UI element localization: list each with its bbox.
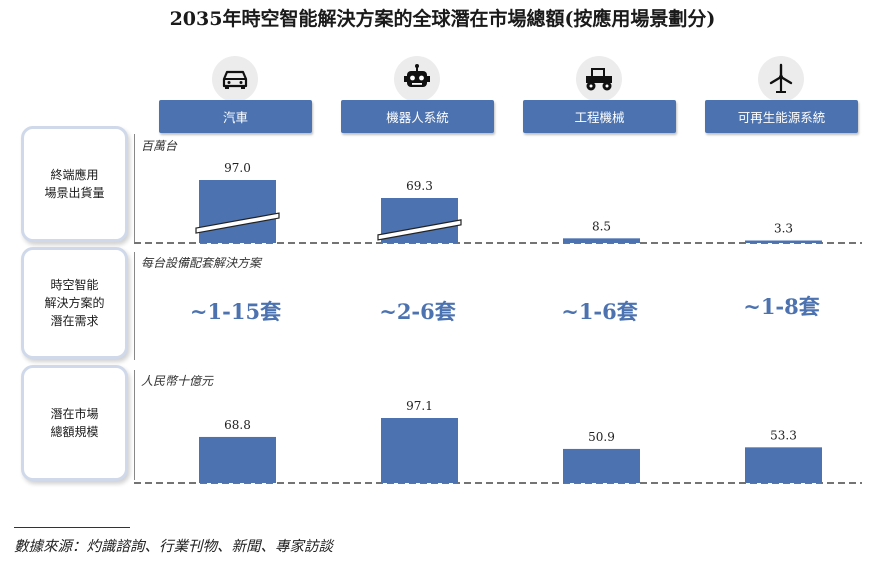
car-icon [212,56,258,102]
market-bar [381,418,458,483]
row-label-demand: 時空智能 解決方案的 潛在需求 [21,247,128,359]
row-divider [134,134,135,242]
unit-shipments: 百萬台 [141,139,178,153]
shipment-data-label: 3.3 [774,222,793,236]
row-divider [134,252,135,360]
shipment-bar [745,240,822,243]
market-data-label: 50.9 [588,430,615,444]
shipment-data-label: 69.3 [406,179,433,193]
category-header-renewable: 可再生能源系統 [705,100,858,133]
row-label-shipments: 終端應用 場景出貨量 [21,126,128,242]
shipment-data-label: 97.0 [224,161,251,175]
category-header-robot: 機器人系統 [341,100,494,133]
demand-value-renewable: ~1-8套 [743,294,820,319]
category-header-machinery: 工程機械 [523,100,676,133]
unit-demand: 每台設備配套解決方案 [141,256,262,270]
demand-value-machinery: ~1-6套 [561,299,638,324]
demand-value-robot: ~2-6套 [379,299,456,324]
axis-break-mark [195,212,280,234]
shipment-bar [199,180,276,243]
wind-turbine-icon [758,56,804,102]
shipment-data-label: 8.5 [592,219,611,233]
market-data-label: 53.3 [770,428,797,442]
market-bar [563,448,640,483]
source-note: 數據來源：灼識諮詢、行業刊物、新聞、專家訪談 [14,539,333,555]
chart-title: 2035年時空智能解決方案的全球潛在市場總額(按應用場景劃分) [169,8,716,30]
unit-market: 人民幣十億元 [141,374,214,388]
row-divider [134,370,135,480]
row-label-market: 潛在市場 總額規模 [21,365,128,481]
shipment-bar [563,238,640,243]
demand-value-car: ~1-15套 [189,299,282,324]
market-data-label: 97.1 [406,399,433,413]
market-bar [745,447,822,483]
tractor-icon [576,56,622,102]
market-data-label: 68.8 [224,418,251,432]
axis-break-mark [377,219,462,241]
robot-icon [394,56,440,102]
category-header-car: 汽車 [159,100,312,133]
source-divider [14,527,130,528]
market-bar [199,436,276,483]
